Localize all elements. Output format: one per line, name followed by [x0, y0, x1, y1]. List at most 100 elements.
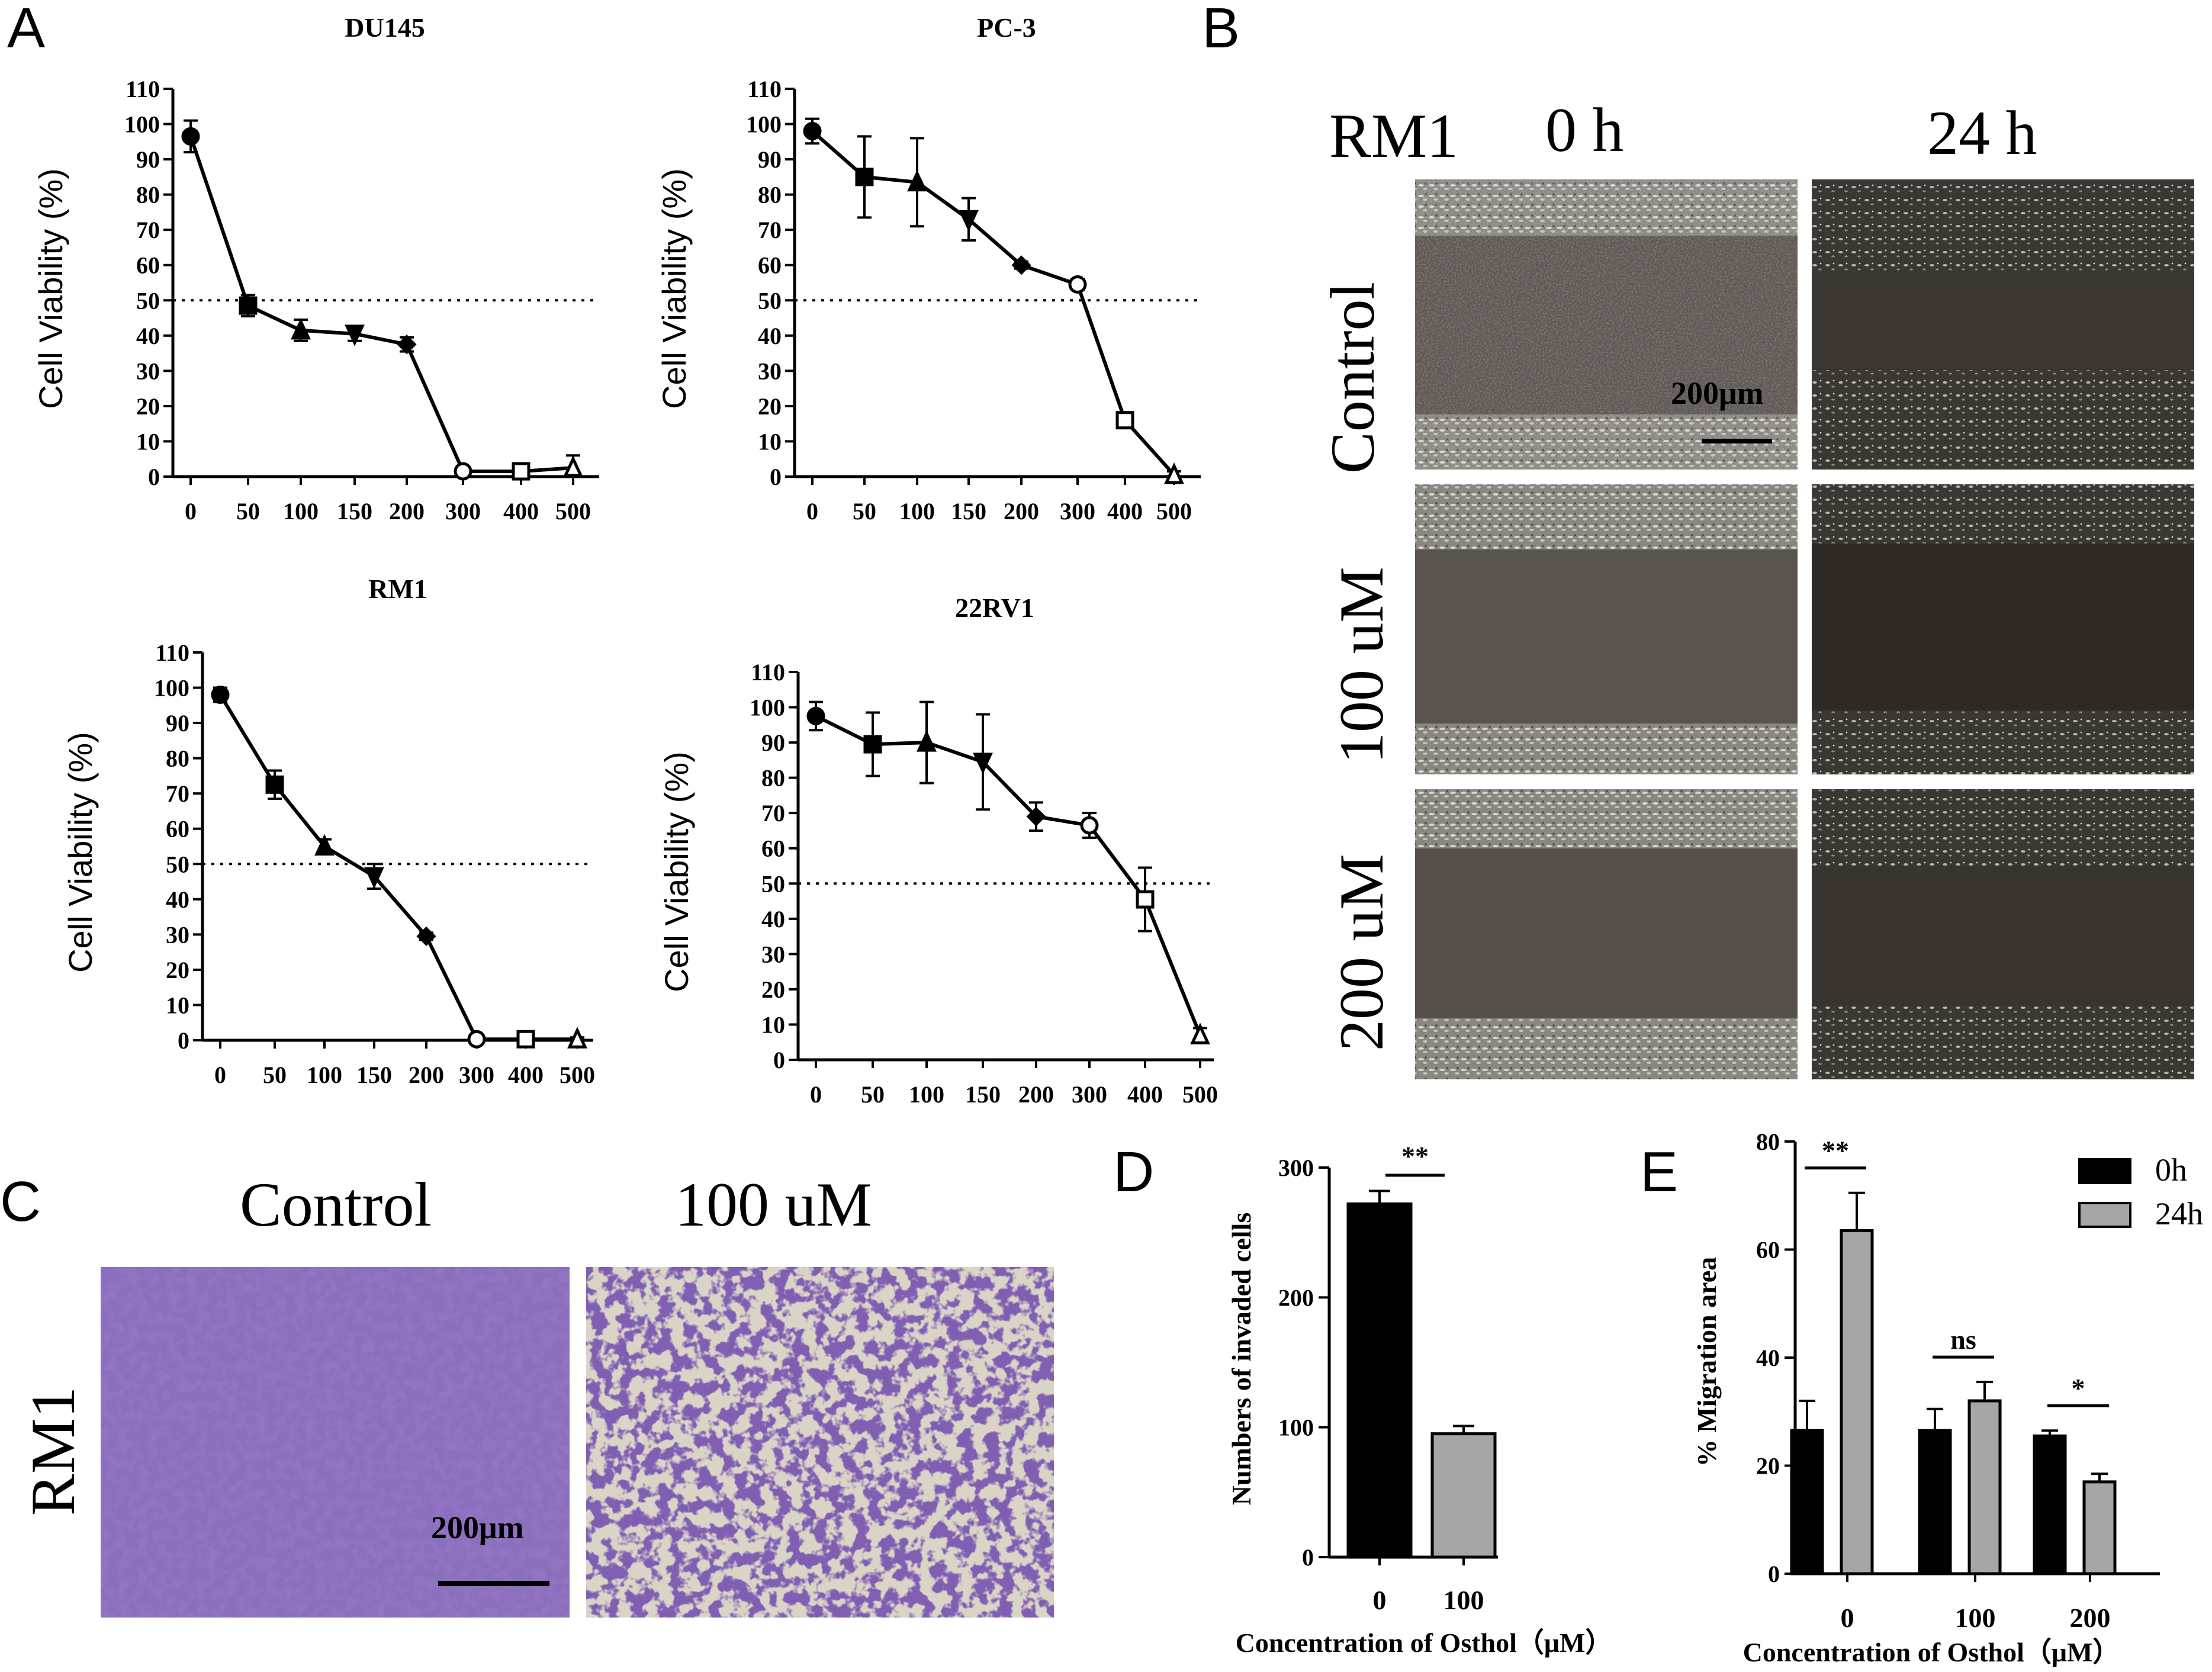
- legend-label-0h: 0h: [2155, 1152, 2187, 1188]
- y-tick-label: 90: [761, 729, 785, 756]
- panel-c-transwell: Control 100 uM RM1 200μm: [18, 1170, 1054, 1618]
- x-tick-label: 500: [560, 1062, 595, 1088]
- scale-bar-c: 200μm: [431, 1510, 549, 1586]
- y-tick-label: 90: [758, 146, 782, 173]
- chart-title: PC-3: [977, 12, 1036, 43]
- y-tick-label: 20: [758, 393, 782, 420]
- bar: [1430, 1432, 1497, 1559]
- y-tick-label: 200: [1278, 1284, 1314, 1311]
- significance-label: *: [2072, 1373, 2085, 1403]
- x-tick-label: 200: [389, 498, 425, 525]
- y-tick-label: 30: [166, 921, 189, 948]
- x-tick-label: 400: [1127, 1081, 1163, 1108]
- line-chart-3: 22RV1 0 10 20 30 40 50 60 70 80 90 100 110 0 50 100 150 2…: [658, 593, 1218, 1108]
- line-chart-0: DU145 0 10 20 30 40 50 60 70 80 90 100 110 0 50 100 150 2…: [32, 12, 599, 525]
- y-tick-label: 10: [761, 1011, 785, 1038]
- x-tick-label: 200: [1004, 498, 1039, 525]
- y-tick-label: 50: [761, 870, 785, 897]
- significance-label: **: [1822, 1136, 1849, 1166]
- x-tick-label: 50: [263, 1062, 287, 1088]
- y-tick-label: 60: [758, 252, 782, 279]
- panel-c-cell-line: RM1: [18, 1387, 88, 1516]
- x-tick-label: 300: [445, 498, 481, 525]
- x-tick-label: 100: [909, 1081, 944, 1108]
- legend-swatch-0h: [2078, 1158, 2131, 1184]
- chart-title: RM1: [368, 574, 427, 604]
- data-point: [397, 335, 417, 355]
- data-point: [416, 926, 436, 946]
- scale-bar-b: 200μm: [1671, 375, 1772, 443]
- panel-b-time-0h: 0 h: [1545, 95, 1624, 165]
- data-point: [1115, 411, 1134, 430]
- x-tick-label: 400: [1107, 498, 1143, 525]
- y-tick-label: 60: [166, 816, 189, 843]
- x-tick-label: 100: [307, 1062, 342, 1088]
- y-tick-label: 10: [758, 428, 782, 455]
- y-tick-label: 60: [761, 835, 785, 862]
- y-tick-label: 40: [1756, 1345, 1780, 1371]
- micrograph-transwell-control: [101, 1267, 570, 1618]
- y-tick-label: 110: [747, 76, 782, 102]
- x-tick-label: 500: [1156, 498, 1192, 525]
- y-tick-label: 100: [154, 675, 189, 702]
- x-tick-label: 500: [1182, 1081, 1218, 1108]
- data-point: [1190, 1023, 1210, 1044]
- chart-title: DU145: [345, 12, 425, 43]
- y-tick-label: 80: [136, 182, 160, 208]
- micrograph-control-0h: [1415, 179, 1798, 470]
- y-tick-label: 0: [178, 1027, 189, 1054]
- x-tick-label: 150: [356, 1062, 392, 1088]
- x-tick-label: 0: [806, 498, 818, 525]
- y-tick-label: 20: [761, 976, 785, 1003]
- x-axis-label: Concentration of Osthol（μM）: [1743, 1637, 2120, 1667]
- y-tick-label: 100: [124, 111, 160, 138]
- y-tick-label: 40: [758, 323, 782, 349]
- y-tick-label: 30: [758, 358, 782, 384]
- y-tick-label: 70: [136, 217, 160, 243]
- data-point: [265, 775, 284, 794]
- y-tick-label: 40: [761, 906, 785, 933]
- x-tick-label: 0: [810, 1081, 822, 1108]
- y-tick-label: 0: [148, 464, 160, 490]
- legend-swatch-24h: [2078, 1202, 2131, 1228]
- line-chart-1: PC-3 0 10 20 30 40 50 60 70 80 90 100 110 0 50 100 150 20…: [655, 12, 1201, 525]
- panel-letter-a: A: [7, 0, 45, 60]
- x-tick-label: 200: [1018, 1081, 1054, 1108]
- data-point: [1136, 890, 1155, 909]
- x-tick-label: 300: [459, 1062, 494, 1088]
- data-point: [806, 706, 825, 725]
- x-tick-label: 400: [508, 1062, 544, 1088]
- y-tick-label: 0: [1768, 1561, 1780, 1587]
- y-tick-label: 80: [1756, 1128, 1780, 1155]
- y-axis-label: Cell Viability (%): [655, 168, 693, 409]
- scale-bar-label-b: 200μm: [1671, 375, 1764, 411]
- x-tick-label: 150: [965, 1081, 1001, 1108]
- y-tick-label: 300: [1278, 1155, 1314, 1181]
- x-tick-label: 0: [185, 498, 197, 525]
- x-tick-label: 300: [1072, 1081, 1107, 1108]
- bar-chart-d: 0 100 200 300 0 100 ** Numbers of invaded cells…: [1226, 1141, 1612, 1658]
- data-point: [1164, 462, 1184, 484]
- x-tick-label: 200: [409, 1062, 444, 1088]
- data-point: [211, 685, 230, 704]
- micrograph-200um-24h: [1812, 789, 2194, 1079]
- data-point: [1026, 806, 1046, 827]
- data-point: [512, 462, 531, 481]
- data-point: [803, 121, 822, 140]
- panel-b-cell-line: RM1: [1329, 101, 1458, 171]
- y-tick-label: 100: [750, 694, 785, 721]
- bar-chart-e: 0 20 40 60 80 0 ** 100 ns 200 * 0h 24h % Migration ar…: [1692, 1128, 2203, 1667]
- data-point: [563, 455, 583, 477]
- data-point: [1068, 275, 1087, 294]
- y-tick-label: 70: [761, 800, 785, 827]
- panel-c-col-100um: 100 uM: [675, 1170, 872, 1239]
- panel-b-scratch-assay: RM1 0 h 24 h Control 100 uM 200 uM 200μm: [1318, 95, 2194, 1079]
- y-tick-label: 70: [166, 780, 189, 807]
- y-tick-label: 40: [136, 323, 160, 349]
- x-tick-label: 200: [2070, 1603, 2111, 1633]
- data-point: [973, 753, 993, 774]
- data-point: [567, 1027, 587, 1049]
- micrograph-200um-0h: [1415, 789, 1798, 1079]
- y-tick-label: 50: [758, 287, 782, 314]
